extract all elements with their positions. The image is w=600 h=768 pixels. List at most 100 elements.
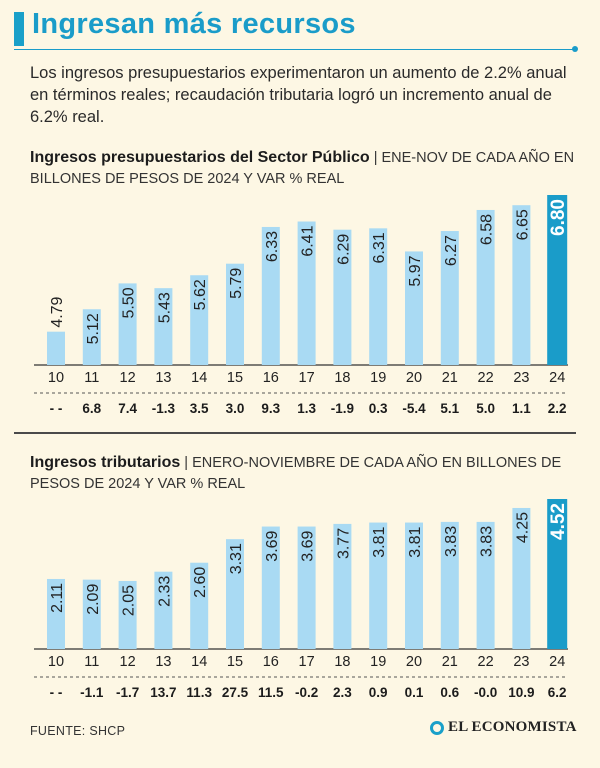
chart2-bar	[261, 526, 280, 649]
chart1-bar	[369, 228, 388, 365]
chart1-value-label: 6.27	[443, 235, 460, 266]
chart1-value-label: 4.79	[49, 296, 66, 327]
page-title: Ingresan más recursos	[32, 8, 356, 40]
chart1-tick-label: 20	[406, 370, 422, 386]
chart2-tick-label: 24	[549, 654, 565, 670]
chart1-bar	[47, 331, 65, 365]
chart1-value-label: 5.97	[407, 255, 424, 286]
chart2-tick-label: 18	[334, 654, 350, 670]
chart1-value-label: 6.29	[335, 234, 352, 265]
chart2-bar	[154, 571, 173, 649]
chart2-title: Ingresos tributarios	[30, 454, 181, 471]
chart1-value-label: 6.65	[514, 209, 531, 240]
chart2-bar	[297, 526, 316, 649]
chart2-value-label: 4.25	[514, 512, 531, 543]
chart2-tick-label: 17	[299, 654, 315, 670]
chart2-bar	[512, 507, 531, 649]
chart1-tick-label: 17	[299, 370, 315, 386]
chart1-tick-label: 10	[48, 370, 64, 386]
chart2-tick-label: 23	[513, 654, 529, 670]
chart1-bar	[226, 263, 244, 365]
chart2-svg: 2.11 10 - - 2.09 11 -1.1 2.05 12 -1.7 2.33 13 13.7 2…	[34, 499, 569, 700]
chart2-var-label: 11.3	[186, 685, 212, 700]
chart1-var-label: 1.3	[297, 401, 316, 416]
chart2-value-label: 2.09	[85, 584, 102, 615]
chart1-tick-label: 16	[263, 370, 279, 386]
chart1-var-label: 6.8	[82, 401, 101, 416]
chart1-bar	[512, 205, 531, 365]
chart1-var-label: 5.0	[476, 401, 495, 416]
chart2-tick-label: 22	[478, 654, 494, 670]
chart2-var-label: 0.9	[369, 685, 388, 700]
chart1-tick-label: 22	[478, 370, 494, 386]
chart2-tick-label: 13	[155, 654, 171, 670]
chart1-tick-label: 14	[191, 370, 207, 386]
chart1-value-label: 5.79	[228, 268, 245, 299]
chart2-var-label: -1.1	[80, 685, 104, 700]
chart1-tick-label: 19	[370, 370, 386, 386]
chart2-bar	[47, 578, 65, 649]
chart1-value-label: 5.62	[192, 279, 209, 310]
chart1-var-label: 7.4	[118, 401, 137, 416]
chart2-bar	[226, 539, 244, 649]
chart1-value-label: 5.43	[156, 292, 173, 323]
chart2-bar	[190, 562, 209, 649]
chart2-var-label: 0.6	[440, 685, 459, 700]
chart2-value-label: 2.11	[49, 583, 66, 613]
chart2-bar	[476, 521, 495, 649]
chart2-tick-label: 10	[48, 654, 64, 670]
chart1-bar	[333, 229, 352, 365]
chart2-value-label: 3.77	[335, 528, 352, 559]
chart1-value-label: 6.41	[300, 225, 317, 256]
chart2-var-label: -1.7	[116, 685, 139, 700]
chart1-value-label: 6.80	[548, 199, 569, 236]
chart2-tick-label: 15	[227, 654, 243, 670]
chart1-value-label: 6.31	[371, 232, 388, 263]
chart1-value-label: 6.33	[264, 231, 281, 262]
chart1-bar	[297, 221, 316, 365]
chart1-tick-label: 23	[513, 370, 529, 386]
chart2-bar	[333, 523, 352, 649]
chart1-var-label: 9.3	[261, 401, 280, 416]
chart1-bar	[118, 283, 137, 365]
chart2-bar	[82, 579, 101, 649]
brand-logo: EL ECONOMISTA	[430, 719, 577, 736]
chart1-bar	[190, 275, 209, 365]
chart2-bar	[369, 522, 388, 649]
chart-separator	[14, 432, 576, 434]
chart2-var-label: -0.0	[474, 685, 497, 700]
chart2-var-label: 13.7	[150, 685, 176, 700]
chart2-tick-label: 11	[84, 654, 99, 670]
chart2-value-label: 3.69	[264, 530, 281, 561]
chart1-var-label: - -	[50, 401, 63, 416]
chart2-bar	[547, 499, 568, 649]
chart1-var-label: 3.0	[226, 401, 245, 416]
chart1-bar	[440, 231, 459, 365]
source-note: FUENTE: SHCP	[30, 724, 126, 738]
chart1-tick-label: 12	[120, 370, 136, 386]
chart1-var-label: -1.3	[152, 401, 176, 416]
title-accent-bar	[14, 12, 24, 46]
chart1-var-label: -1.9	[331, 401, 354, 416]
chart2-bar	[405, 522, 423, 649]
chart1-tick-label: 11	[84, 370, 99, 386]
chart1-tick-label: 21	[442, 370, 458, 386]
chart2-value-label: 2.60	[192, 567, 209, 598]
chart1-var-label: -5.4	[402, 401, 426, 416]
chart1-detail: | ENE-NOV DE CADA AÑO EN BILLONES DE PES…	[30, 150, 575, 187]
chart1-title: Ingresos presupuestarios del Sector Públ…	[30, 149, 370, 166]
chart2-value-label: 4.52	[548, 503, 569, 540]
chart2-var-label: 27.5	[222, 685, 249, 700]
chart2-value-label: 3.81	[371, 526, 388, 557]
chart1-tick-label: 13	[155, 370, 171, 386]
chart2-value-label: 2.33	[156, 576, 173, 607]
chart1-bar	[476, 209, 495, 365]
chart1-value-label: 5.12	[85, 313, 102, 344]
chart2-var-label: 2.3	[333, 685, 352, 700]
chart2-tick-label: 16	[263, 654, 279, 670]
chart1-value-label: 5.50	[121, 287, 138, 318]
chart2-var-label: 11.5	[258, 685, 284, 700]
chart1-var-label: 5.1	[440, 401, 459, 416]
chart1-tick-label: 15	[227, 370, 243, 386]
chart1-tick-label: 18	[334, 370, 350, 386]
